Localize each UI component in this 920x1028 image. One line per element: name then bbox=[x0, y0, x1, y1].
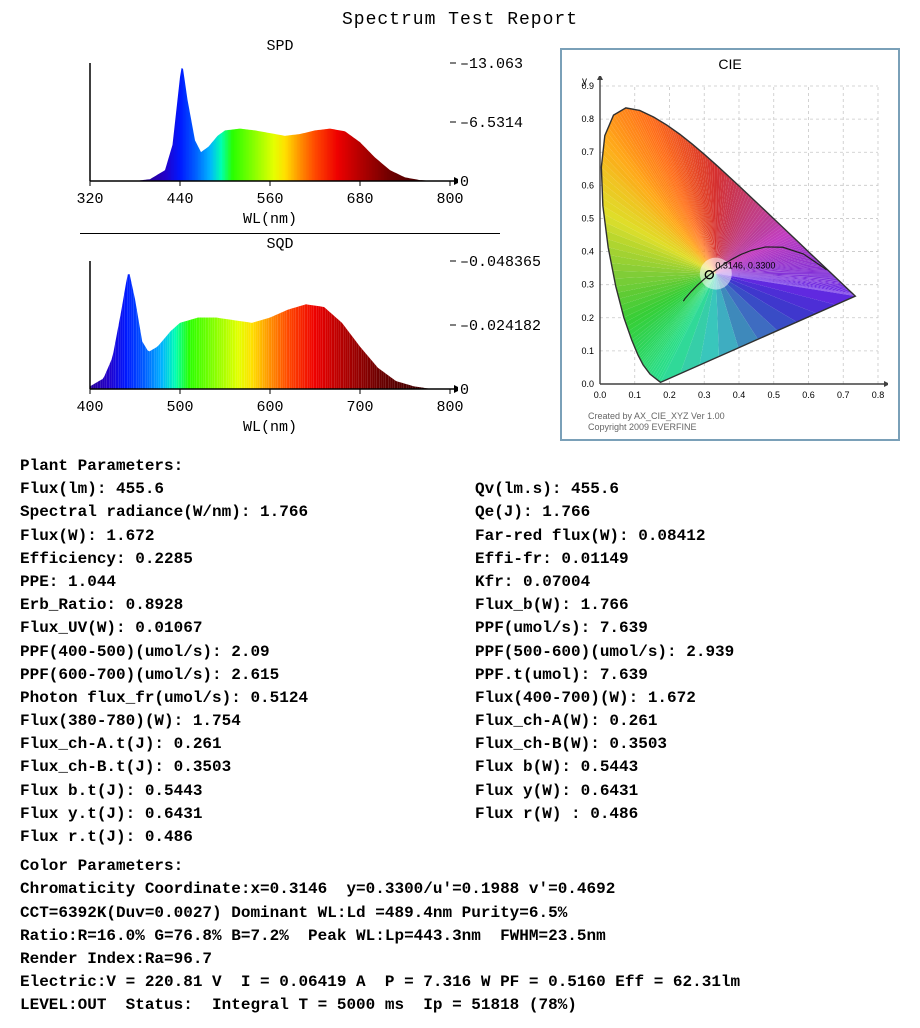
plant-params-right: Qv(lm.s): 455.6Qe(J): 1.766Far-red flux(… bbox=[445, 478, 900, 849]
param-line: Flux_b(W): 1.766 bbox=[475, 594, 900, 617]
svg-text:680: 680 bbox=[346, 191, 373, 208]
param-line: Flux_ch-B.t(J): 0.3503 bbox=[20, 756, 445, 779]
svg-text:0.3146, 0.3300: 0.3146, 0.3300 bbox=[715, 261, 775, 271]
svg-text:0.6: 0.6 bbox=[802, 390, 815, 400]
param-line: Flux_UV(W): 0.01067 bbox=[20, 617, 445, 640]
cie-column: CIE 0.0 0.1 0.2 0.3 0.4 0.5 0.6 0.7 0.8 0.0 0.1 0.2… bbox=[560, 38, 900, 441]
svg-text:0.5: 0.5 bbox=[767, 390, 780, 400]
svg-text:–13.063: –13.063 bbox=[460, 57, 523, 73]
param-line: Erb_Ratio: 0.8928 bbox=[20, 594, 445, 617]
svg-text:–0.048365: –0.048365 bbox=[460, 255, 540, 271]
svg-text:–0.024182: –0.024182 bbox=[460, 318, 540, 335]
svg-text:700: 700 bbox=[346, 399, 373, 416]
svg-text:WL(nm): WL(nm) bbox=[243, 211, 297, 227]
param-line: Electric:V = 220.81 V I = 0.06419 A P = … bbox=[20, 971, 900, 994]
svg-text:0.8: 0.8 bbox=[872, 390, 885, 400]
svg-text:500: 500 bbox=[166, 399, 193, 416]
color-params-header: Color Parameters: bbox=[20, 855, 900, 878]
svg-text:0: 0 bbox=[460, 382, 469, 399]
svg-text:0.1: 0.1 bbox=[581, 346, 594, 356]
spd-svg: 320440560680800WL(nm)06.531413.0630–6.53… bbox=[20, 57, 540, 227]
cie-box: CIE 0.0 0.1 0.2 0.3 0.4 0.5 0.6 0.7 0.8 0.0 0.1 0.2… bbox=[560, 48, 900, 441]
param-line: PPE: 1.044 bbox=[20, 571, 445, 594]
param-line: LEVEL:OUT Status: Integral T = 5000 ms I… bbox=[20, 994, 900, 1017]
param-line: Flux_ch-A(W): 0.261 bbox=[475, 710, 900, 733]
param-line: Flux y(W): 0.6431 bbox=[475, 780, 900, 803]
page-title: Spectrum Test Report bbox=[20, 10, 900, 30]
svg-text:0.5: 0.5 bbox=[581, 213, 594, 223]
param-line: Flux r(W) : 0.486 bbox=[475, 803, 900, 826]
param-line: PPF(400-500)(umol/s): 2.09 bbox=[20, 641, 445, 664]
param-line: Kfr: 0.07004 bbox=[475, 571, 900, 594]
param-line: PPF(umol/s): 7.639 bbox=[475, 617, 900, 640]
param-line: Flux y.t(J): 0.6431 bbox=[20, 803, 445, 826]
svg-text:0.0: 0.0 bbox=[581, 379, 594, 389]
spd-chart: SPD 320440560680800WL(nm)06.531413.0630–… bbox=[20, 38, 540, 227]
svg-text:y: y bbox=[582, 76, 587, 87]
charts-row: SPD 320440560680800WL(nm)06.531413.0630–… bbox=[20, 38, 900, 441]
color-params-lines: Chromaticity Coordinate:x=0.3146 y=0.330… bbox=[20, 878, 900, 1017]
sqd-title: SQD bbox=[20, 236, 540, 253]
cie-footer1: Created by AX_CIE_XYZ Ver 1.00 bbox=[568, 411, 892, 422]
param-line: Flux_ch-B(W): 0.3503 bbox=[475, 733, 900, 756]
svg-text:0.4: 0.4 bbox=[581, 247, 594, 257]
svg-text:0.7: 0.7 bbox=[581, 147, 594, 157]
param-line: Effi-fr: 0.01149 bbox=[475, 548, 900, 571]
param-line: Chromaticity Coordinate:x=0.3146 y=0.330… bbox=[20, 878, 900, 901]
svg-text:320: 320 bbox=[76, 191, 103, 208]
param-line: Flux(400-700)(W): 1.672 bbox=[475, 687, 900, 710]
param-line: Spectral radiance(W/nm): 1.766 bbox=[20, 501, 445, 524]
svg-text:600: 600 bbox=[256, 399, 283, 416]
param-line: Flux(380-780)(W): 1.754 bbox=[20, 710, 445, 733]
param-line: Efficiency: 0.2285 bbox=[20, 548, 445, 571]
svg-text:800: 800 bbox=[436, 191, 463, 208]
svg-text:400: 400 bbox=[76, 399, 103, 416]
svg-text:0.8: 0.8 bbox=[581, 114, 594, 124]
svg-text:800: 800 bbox=[436, 399, 463, 416]
plant-params-left: Flux(lm): 455.6Spectral radiance(W/nm): … bbox=[20, 478, 445, 849]
svg-text:–6.5314: –6.5314 bbox=[460, 115, 523, 132]
svg-text:0.3: 0.3 bbox=[698, 390, 711, 400]
svg-text:440: 440 bbox=[166, 191, 193, 208]
cie-footer2: Copyright 2009 EVERFINE bbox=[568, 422, 892, 433]
param-line: Qv(lm.s): 455.6 bbox=[475, 478, 900, 501]
svg-text:0.2: 0.2 bbox=[581, 313, 594, 323]
plant-params: Plant Parameters: Flux(lm): 455.6Spectra… bbox=[20, 455, 900, 849]
plant-params-header: Plant Parameters: bbox=[20, 455, 900, 478]
svg-text:0.4: 0.4 bbox=[733, 390, 746, 400]
param-line: Render Index:Ra=96.7 bbox=[20, 948, 900, 971]
param-line: Ratio:R=16.0% G=76.8% B=7.2% Peak WL:Lp=… bbox=[20, 925, 900, 948]
param-line: Qe(J): 1.766 bbox=[475, 501, 900, 524]
svg-text:0.3: 0.3 bbox=[581, 280, 594, 290]
param-line: Photon flux_fr(umol/s): 0.5124 bbox=[20, 687, 445, 710]
sqd-svg: 400500600700800WL(nm)00.0241820.0483650–… bbox=[20, 255, 540, 435]
sqd-chart: SQD 400500600700800WL(nm)00.0241820.0483… bbox=[20, 236, 540, 435]
param-line: PPF.t(umol): 7.639 bbox=[475, 664, 900, 687]
spectra-column: SPD 320440560680800WL(nm)06.531413.0630–… bbox=[20, 38, 540, 441]
param-line: Far-red flux(W): 0.08412 bbox=[475, 525, 900, 548]
param-line: Flux b(W): 0.5443 bbox=[475, 756, 900, 779]
cie-title: CIE bbox=[568, 56, 892, 72]
param-line: PPF(600-700)(umol/s): 2.615 bbox=[20, 664, 445, 687]
svg-text:0: 0 bbox=[460, 174, 469, 191]
param-line: Flux b.t(J): 0.5443 bbox=[20, 780, 445, 803]
svg-text:0.0: 0.0 bbox=[594, 390, 607, 400]
svg-text:560: 560 bbox=[256, 191, 283, 208]
color-params: Color Parameters: Chromaticity Coordinat… bbox=[20, 855, 900, 1017]
param-line: PPF(500-600)(umol/s): 2.939 bbox=[475, 641, 900, 664]
spd-title: SPD bbox=[20, 38, 540, 55]
svg-text:0.7: 0.7 bbox=[837, 390, 850, 400]
svg-text:0.1: 0.1 bbox=[628, 390, 641, 400]
cie-svg: 0.0 0.1 0.2 0.3 0.4 0.5 0.6 0.7 0.8 0.0 0.1 0.2 0.3 0… bbox=[568, 76, 888, 406]
svg-text:0.2: 0.2 bbox=[663, 390, 676, 400]
param-line: CCT=6392K(Duv=0.0027) Dominant WL:Ld =48… bbox=[20, 902, 900, 925]
param-line: Flux(W): 1.672 bbox=[20, 525, 445, 548]
param-line: Flux_ch-A.t(J): 0.261 bbox=[20, 733, 445, 756]
svg-text:WL(nm): WL(nm) bbox=[243, 419, 297, 435]
divider bbox=[80, 233, 500, 234]
svg-text:0.6: 0.6 bbox=[581, 180, 594, 190]
param-line: Flux r.t(J): 0.486 bbox=[20, 826, 445, 849]
param-line: Flux(lm): 455.6 bbox=[20, 478, 445, 501]
